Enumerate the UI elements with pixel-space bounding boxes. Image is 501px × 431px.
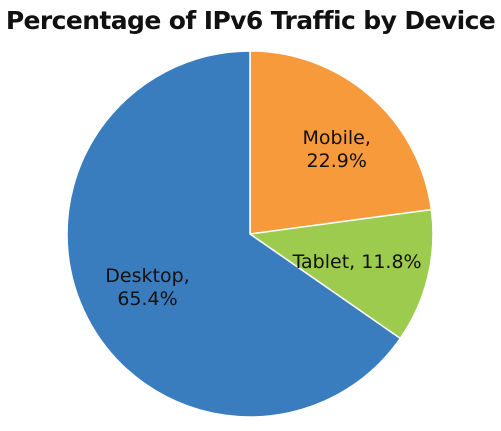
slice-label-line: Tablet, 11.8% xyxy=(292,251,422,273)
slice-label-mobile: Mobile, 22.9% xyxy=(303,127,371,172)
slice-label-desktop: Desktop, 65.4% xyxy=(105,265,189,310)
pie-labels: Mobile, 22.9% Tablet, 11.8% Desktop, 65.4% xyxy=(105,127,421,310)
slice-label-line: Desktop, xyxy=(105,265,189,287)
slice-label-line: Mobile, xyxy=(303,127,371,149)
slice-label-line: 65.4% xyxy=(117,288,177,310)
pie-slices xyxy=(66,50,434,418)
pie-slice-tablet xyxy=(247,208,434,340)
slice-label-tablet: Tablet, 11.8% xyxy=(292,251,422,273)
pie-slice-desktop xyxy=(66,50,402,418)
chart-title: Percentage of IPv6 Traffic by Device xyxy=(5,6,496,35)
pie-slice-mobile xyxy=(249,50,433,235)
slice-label-line: 22.9% xyxy=(307,150,367,172)
